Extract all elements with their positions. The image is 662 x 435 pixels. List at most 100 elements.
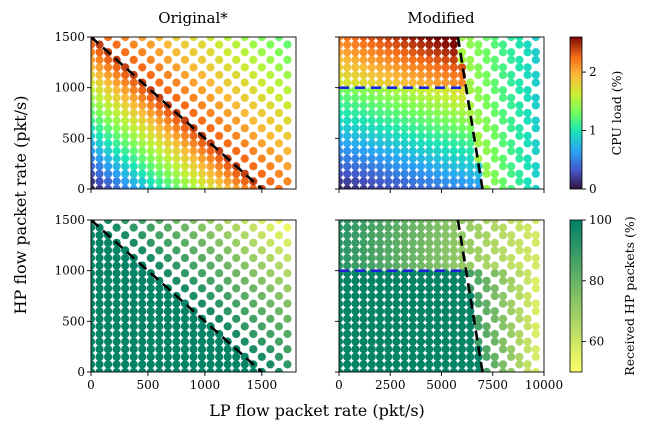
- data-point: [441, 124, 450, 133]
- data-point: [507, 93, 516, 102]
- data-point: [449, 360, 458, 369]
- data-point: [515, 360, 524, 369]
- data-point: [515, 329, 524, 339]
- data-point: [474, 48, 483, 57]
- data-point: [257, 124, 266, 133]
- data-point: [449, 177, 458, 186]
- data-point: [129, 40, 138, 49]
- data-point: [367, 223, 376, 232]
- data-point: [474, 70, 483, 80]
- data-point: [189, 367, 198, 372]
- data-point: [155, 261, 164, 270]
- data-point: [433, 101, 442, 110]
- data-point: [474, 131, 483, 140]
- data-point: [507, 329, 516, 339]
- data-point: [138, 322, 147, 331]
- data-point: [425, 314, 434, 323]
- data-point: [408, 276, 417, 285]
- data-point: [392, 48, 401, 57]
- data-point: [449, 40, 458, 49]
- data-point: [498, 139, 508, 148]
- data-point: [507, 78, 516, 87]
- data-point: [129, 269, 138, 278]
- data-point: [274, 93, 284, 102]
- data-point: [449, 154, 458, 163]
- data-point: [474, 86, 483, 95]
- data-point: [240, 124, 249, 133]
- data-point: [416, 231, 426, 240]
- data-point: [163, 124, 172, 133]
- data-point: [172, 131, 181, 140]
- data-point: [121, 169, 130, 178]
- data-point: [180, 223, 190, 232]
- data-point: [433, 108, 442, 118]
- data-point: [367, 345, 376, 354]
- data-point: [408, 291, 417, 301]
- data-point: [103, 352, 113, 361]
- data-point: [112, 184, 121, 189]
- data-point: [515, 284, 524, 293]
- data-point: [283, 269, 292, 278]
- data-point: [425, 162, 434, 171]
- data-point: [392, 146, 401, 156]
- data-point: [400, 184, 409, 189]
- data-point: [339, 253, 344, 263]
- data-point: [155, 101, 164, 110]
- data-point: [375, 367, 385, 372]
- data-point: [392, 124, 401, 133]
- data-point: [274, 307, 284, 316]
- data-point: [189, 314, 198, 323]
- data-point: [112, 360, 121, 369]
- data-point: [155, 314, 164, 323]
- data-point: [215, 269, 224, 278]
- data-point: [163, 116, 172, 125]
- data-point: [523, 131, 532, 140]
- data-point: [531, 146, 540, 156]
- data-point: [257, 352, 266, 361]
- data-point: [531, 184, 540, 189]
- data-point: [112, 314, 121, 323]
- data-point: [392, 70, 401, 80]
- data-point: [180, 360, 190, 369]
- data-point: [232, 86, 241, 95]
- data-point: [95, 177, 104, 186]
- data-point: [400, 70, 409, 80]
- data-point: [180, 162, 190, 171]
- data-point: [163, 329, 172, 339]
- data-point: [367, 131, 376, 140]
- data-point: [232, 40, 241, 49]
- data-point: [180, 329, 190, 339]
- data-point: [223, 322, 232, 331]
- data-point: [180, 352, 190, 361]
- panel-recv-original-frame: [90, 219, 297, 373]
- data-point: [449, 246, 458, 255]
- data-point: [197, 238, 207, 247]
- data-point: [466, 162, 475, 171]
- data-point: [206, 169, 215, 178]
- data-point: [112, 131, 121, 140]
- data-point: [490, 37, 499, 42]
- data-point: [91, 352, 96, 361]
- data-point: [112, 352, 121, 361]
- data-point: [274, 184, 284, 189]
- data-point: [240, 93, 249, 102]
- data-point: [223, 231, 232, 240]
- data-point: [129, 360, 138, 369]
- data-point: [359, 48, 368, 57]
- data-point: [163, 337, 172, 346]
- data-point: [367, 116, 376, 125]
- data-point: [351, 131, 360, 140]
- data-point: [466, 307, 475, 316]
- data-point: [121, 269, 130, 278]
- data-point: [339, 337, 344, 346]
- data-point: [274, 139, 284, 148]
- data-point: [367, 63, 376, 72]
- data-point: [138, 307, 147, 316]
- data-point: [189, 154, 198, 163]
- data-point: [441, 184, 450, 189]
- data-point: [197, 139, 207, 148]
- data-point: [359, 184, 368, 189]
- data-point: [223, 246, 232, 255]
- data-point: [441, 329, 450, 339]
- data-point: [425, 231, 434, 240]
